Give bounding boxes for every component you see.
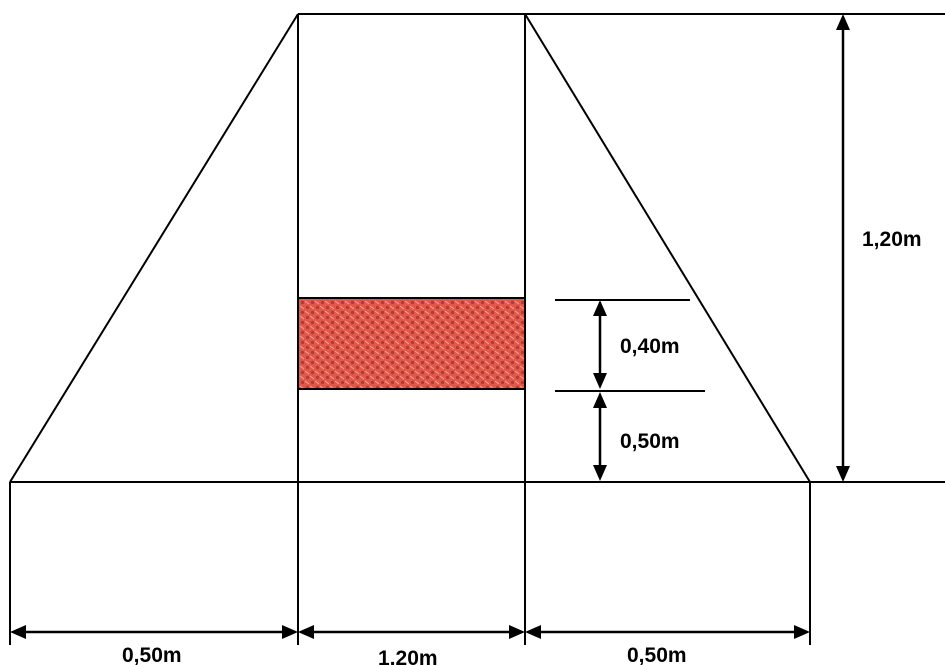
total-height-dimension	[836, 14, 850, 482]
pipe-bedding-band	[297, 297, 526, 390]
right-width-dimension	[525, 625, 810, 639]
center-width-label: 1,20m	[378, 647, 438, 665]
band-offset-label: 0,50m	[620, 430, 680, 453]
right-slope	[524, 13, 811, 483]
band-height-dimension	[593, 300, 607, 389]
left-width-dimension	[10, 625, 298, 639]
band-height-label: 0,40m	[620, 335, 680, 358]
right-width-label: 0,50m	[627, 644, 687, 665]
band-offset-dimension	[593, 392, 607, 481]
left-slope	[9, 13, 299, 483]
total-height-label: 1,20m	[862, 228, 922, 251]
center-width-dimension	[298, 625, 525, 639]
left-width-label: 0,50m	[122, 644, 182, 665]
